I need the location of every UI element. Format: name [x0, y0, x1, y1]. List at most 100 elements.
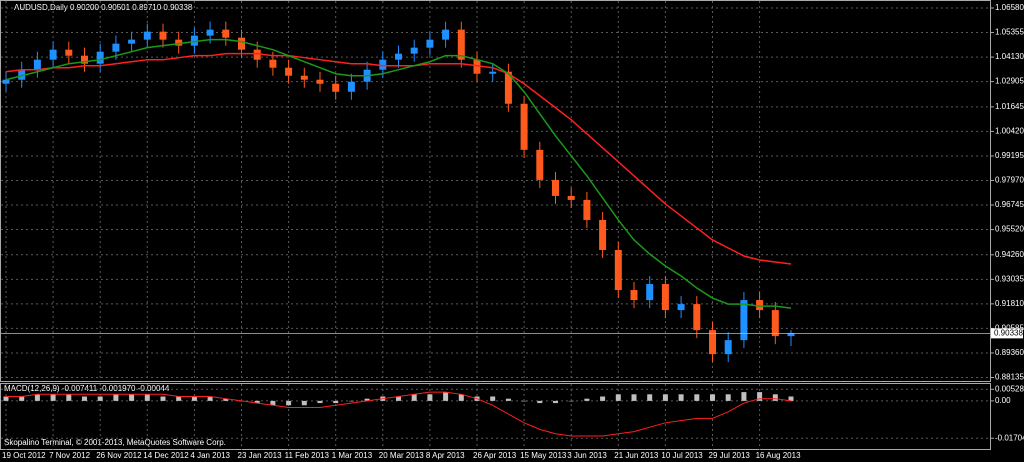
x-tick-label: 15 May 2013	[520, 451, 567, 460]
x-tick-label: 1 Mar 2013	[332, 451, 373, 460]
current-price-label: 0.90338	[994, 328, 1023, 337]
y-tick-label: 0.93035	[995, 274, 1024, 283]
chart-title: AUDUSD,Daily 0.90200 0.90501 0.89710 0.9…	[14, 3, 193, 12]
x-tick-label: 26 Nov 2012	[96, 451, 142, 460]
candle-body	[756, 300, 764, 311]
candle-body	[253, 49, 261, 60]
candle-body	[630, 290, 638, 301]
candle-body	[128, 39, 136, 44]
y-tick-label: 0.89360	[995, 348, 1024, 357]
candle-body	[787, 333, 795, 337]
macd-bar	[19, 396, 25, 401]
x-tick-label: 7 Nov 2012	[49, 451, 90, 460]
macd-bar	[301, 400, 307, 406]
x-tick-label: 3 Jun 2013	[567, 451, 607, 460]
candle-body	[724, 340, 732, 355]
candle-body	[143, 31, 151, 40]
candle-body	[395, 53, 402, 60]
macd-bar	[144, 394, 150, 401]
y-tick-label: 0.97970	[995, 176, 1024, 185]
y-tick-label: 0.00	[995, 396, 1011, 405]
x-tick-label: 16 Aug 2013	[756, 451, 801, 460]
macd-bar	[615, 394, 621, 401]
candle-body	[347, 81, 355, 92]
y-tick-label: 1.00420	[995, 127, 1024, 136]
candle-body	[379, 59, 387, 70]
candle-body	[206, 29, 214, 36]
macd-bar	[207, 396, 213, 401]
macd-bar	[396, 396, 401, 401]
candle-body	[222, 29, 230, 38]
y-tick-label: 0.94260	[995, 250, 1024, 259]
y-tick-label: -0.01704	[995, 433, 1024, 442]
candle-body	[175, 39, 183, 46]
x-tick-label: 10 Jul 2013	[661, 451, 703, 460]
x-tick-label: 19 Oct 2012	[2, 451, 46, 460]
macd-bar	[254, 400, 260, 404]
macd-bar	[223, 398, 229, 401]
macd-bar	[3, 396, 9, 401]
macd-bar	[647, 394, 653, 401]
macd-signal	[6, 391, 792, 437]
candle-body	[426, 39, 434, 48]
y-tick-label: 1.02905	[995, 77, 1024, 86]
candle-body	[567, 195, 575, 200]
main-pane-frame	[0, 0, 991, 382]
x-tick-label: 21 Jun 2013	[614, 451, 659, 460]
x-tick-label: 8 Apr 2013	[426, 451, 465, 460]
macd-pane-frame	[0, 383, 991, 450]
candle-body	[96, 51, 104, 64]
macd-bar	[427, 394, 433, 401]
macd-bar	[333, 400, 339, 404]
y-tick-label: 0.91810	[995, 299, 1024, 308]
x-tick-label: 11 Feb 2013	[285, 451, 330, 460]
y-tick-label: 1.01645	[995, 102, 1024, 111]
y-tick-label: 0.99195	[995, 151, 1024, 160]
y-tick-label: 0.90585	[995, 324, 1024, 333]
candle-body	[536, 149, 544, 180]
y-tick-label: 1.05355	[995, 28, 1024, 37]
candle-body	[520, 103, 528, 150]
candle-body	[489, 71, 497, 74]
macd-bar	[443, 392, 449, 401]
x-tick-label: 26 Apr 2013	[473, 451, 517, 460]
candle-body	[18, 69, 26, 80]
candle-body	[677, 304, 685, 311]
candle-body	[159, 31, 167, 40]
macd-bar	[129, 394, 135, 401]
candle-body	[504, 71, 512, 104]
y-tick-label: 1.06580	[995, 3, 1024, 12]
macd-bar	[286, 400, 292, 406]
macd-bar	[662, 394, 668, 401]
candle-body	[552, 179, 559, 196]
y-tick-label: 1.04130	[995, 52, 1024, 61]
candle-body	[332, 83, 340, 92]
y-tick-label: 0.005285	[995, 384, 1024, 393]
macd-bar	[364, 398, 370, 401]
macd-bar	[694, 394, 700, 401]
candle-body	[693, 304, 701, 331]
macd-bar	[553, 400, 558, 404]
macd-bar	[584, 398, 590, 401]
candle-body	[285, 67, 293, 76]
candle-body	[473, 59, 481, 74]
macd-bar	[537, 400, 543, 404]
x-tick-label: 29 Jul 2013	[709, 451, 751, 460]
candle-body	[599, 219, 607, 250]
candle-body	[740, 300, 748, 341]
macd-bar	[788, 396, 794, 401]
moving-average	[5, 52, 792, 265]
macd-bar	[725, 394, 731, 401]
macd-bar	[757, 392, 763, 401]
macd-bar	[710, 394, 715, 401]
macd-bar	[505, 398, 511, 401]
macd-bar	[568, 400, 574, 402]
current-price-box	[991, 328, 1023, 339]
macd-bar	[317, 400, 323, 404]
candle-body	[646, 284, 654, 301]
macd-bar	[97, 396, 103, 401]
copyright: Skopalino Terminal, © 2001-2013, MetaQuo…	[4, 438, 226, 447]
candle-body	[614, 249, 622, 291]
macd-bar	[741, 392, 747, 401]
macd-bar	[600, 396, 606, 401]
